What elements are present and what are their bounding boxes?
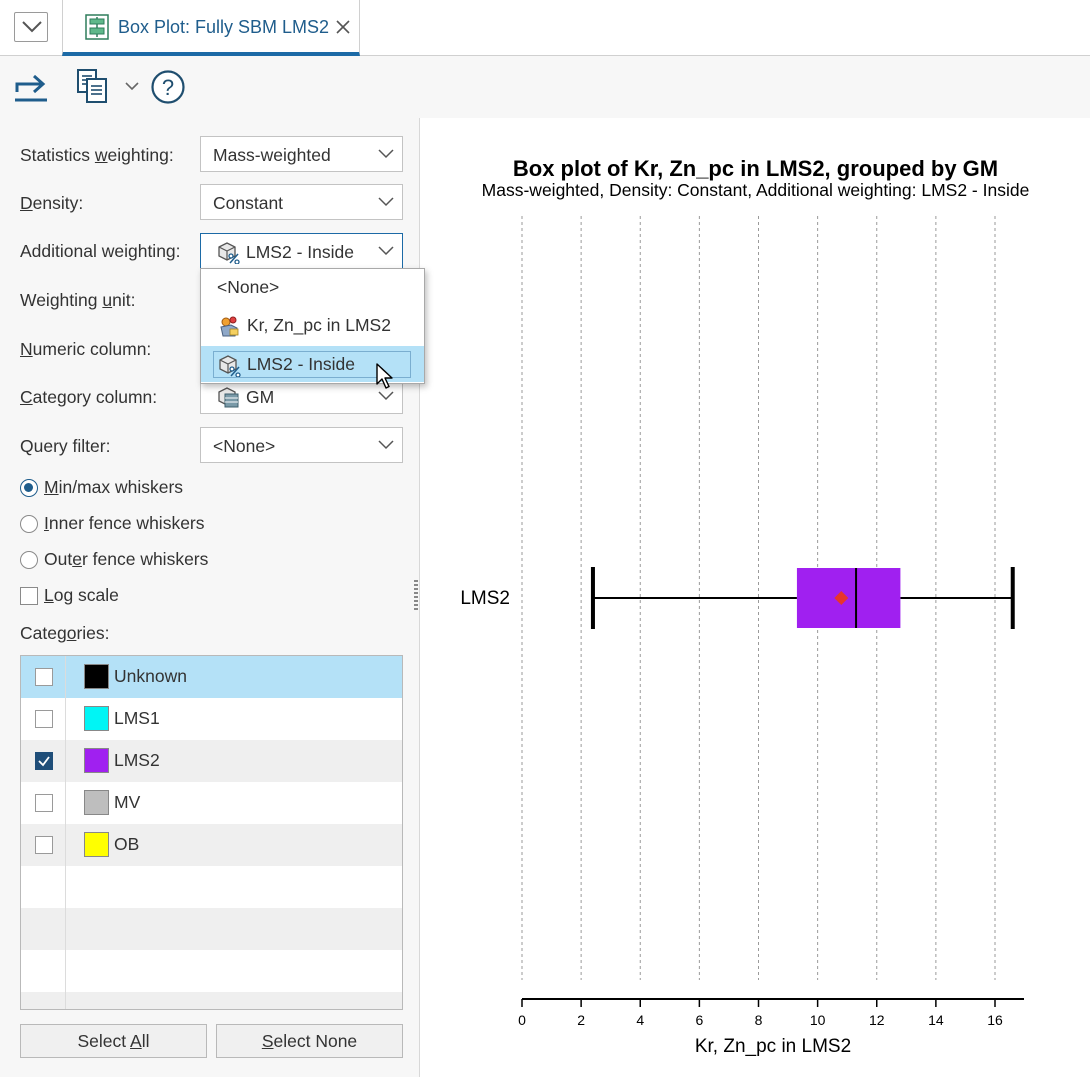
mean-marker	[834, 591, 849, 605]
checkbox-checked[interactable]	[35, 752, 53, 770]
list-item-empty	[21, 866, 402, 908]
mouse-cursor-icon	[376, 363, 393, 389]
checkbox[interactable]	[35, 668, 53, 686]
tab-title: Box Plot: Fully SBM LMS2	[118, 17, 330, 37]
additional-weighting-select[interactable]: LMS2 - Inside	[200, 233, 403, 269]
evaluation-icon	[220, 316, 239, 337]
chart-subtitle: Mass-weighted, Density: Constant, Additi…	[481, 180, 1030, 200]
help-icon[interactable]: ?	[150, 69, 186, 105]
chevron-down-icon[interactable]	[125, 81, 139, 91]
list-item-empty	[21, 908, 402, 950]
list-item-lms2[interactable]: LMS2	[21, 740, 402, 782]
checkbox[interactable]	[35, 836, 53, 854]
categories-label: Categories:	[20, 623, 110, 643]
radio-button[interactable]	[20, 551, 38, 569]
color-swatch[interactable]	[84, 664, 109, 689]
x-tick-label: 6	[695, 1012, 703, 1028]
list-item-lms1[interactable]: LMS1	[21, 698, 402, 740]
weighting-unit-label: Weighting unit:	[20, 290, 136, 310]
chevron-down-icon	[378, 391, 394, 401]
list-item-empty	[21, 950, 402, 992]
category-column-icon	[218, 387, 239, 408]
density-select[interactable]: Constant	[200, 184, 403, 220]
settings-panel: Statistics weighting: Mass-weighted Dens…	[0, 118, 420, 1077]
x-tick-label: 8	[755, 1012, 763, 1028]
chevron-down-icon	[378, 197, 394, 207]
copy-icon[interactable]	[76, 68, 110, 104]
checkmark-icon	[38, 756, 50, 767]
chevron-down-icon	[378, 246, 394, 256]
select-all-button[interactable]: Select All	[20, 1024, 207, 1058]
dropdown-option-kr-zn-pc[interactable]: Kr, Zn_pc in LMS2	[201, 307, 424, 343]
categories-list: Unknown LMS1 LMS2 MV OB	[20, 655, 403, 1010]
weighting-icon	[219, 355, 241, 377]
x-tick-label: 2	[577, 1012, 585, 1028]
color-swatch[interactable]	[84, 748, 109, 773]
category-column-label: Category column:	[20, 387, 158, 407]
x-tick-label: 14	[928, 1012, 944, 1028]
select-none-button[interactable]: Select None	[216, 1024, 403, 1058]
category-label: LMS2	[460, 588, 510, 609]
radio-button[interactable]	[20, 515, 38, 533]
checkbox[interactable]	[35, 794, 53, 812]
color-swatch[interactable]	[84, 832, 109, 857]
density-label: Density:	[20, 193, 84, 213]
box-iqr	[796, 568, 901, 628]
box-plot-chart[interactable]: 0 2 4 6 8 10 12 14 16 Kr, Zn_pc in LMS2 LMS2	[421, 118, 1090, 1077]
close-icon[interactable]	[335, 19, 351, 35]
focus-rectangle	[213, 351, 411, 378]
chevron-down-icon	[22, 21, 42, 33]
list-item-empty	[21, 992, 402, 1009]
checkbox[interactable]	[20, 587, 38, 605]
x-tick-label: 12	[869, 1012, 885, 1028]
category-column-select[interactable]: GM	[200, 378, 403, 414]
list-item-unknown[interactable]: Unknown	[21, 656, 402, 698]
x-tick-label: 16	[987, 1012, 1003, 1028]
query-filter-label: Query filter:	[20, 436, 111, 456]
checkbox[interactable]	[35, 710, 53, 728]
additional-weighting-dropdown: <None> Kr, Zn_pc in LMS2 LMS2 - Inside	[200, 268, 425, 384]
svg-text:?: ?	[162, 75, 174, 100]
chart-title: Box plot of Kr, Zn_pc in LMS2, grouped b…	[512, 156, 999, 181]
statistics-weighting-label: Statistics weighting:	[20, 145, 174, 165]
tab-list-dropdown-button[interactable]	[14, 12, 48, 42]
export-icon[interactable]	[13, 70, 49, 102]
column-divider	[65, 656, 66, 1009]
tab-bar: Box Plot: Fully SBM LMS2	[0, 0, 1090, 56]
x-tick-label: 10	[810, 1012, 826, 1028]
numeric-column-label: Numeric column:	[20, 339, 152, 359]
list-item-ob[interactable]: OB	[21, 824, 402, 866]
chart-area: Box plot of Kr, Zn_pc in LMS2, grouped b…	[421, 118, 1090, 1077]
color-swatch[interactable]	[84, 790, 109, 815]
x-tick-label: 0	[518, 1012, 526, 1028]
splitter-handle-icon[interactable]	[414, 580, 418, 614]
tab-box-plot[interactable]: Box Plot: Fully SBM LMS2	[62, 0, 360, 56]
statistics-weighting-select[interactable]: Mass-weighted	[200, 136, 403, 172]
color-swatch[interactable]	[84, 706, 109, 731]
box-plot-icon	[85, 14, 109, 40]
query-filter-select[interactable]: <None>	[200, 427, 403, 463]
list-item-mv[interactable]: MV	[21, 782, 402, 824]
weighting-icon	[218, 242, 240, 264]
toolbar: ?	[0, 56, 1090, 118]
chevron-down-icon	[378, 440, 394, 450]
dropdown-option-none[interactable]: <None>	[217, 277, 280, 297]
additional-weighting-label: Additional weighting:	[20, 241, 181, 261]
x-axis-label: Kr, Zn_pc in LMS2	[695, 1036, 851, 1057]
radio-button[interactable]	[20, 479, 38, 497]
chevron-down-icon	[378, 149, 394, 159]
x-tick-label: 4	[636, 1012, 644, 1028]
